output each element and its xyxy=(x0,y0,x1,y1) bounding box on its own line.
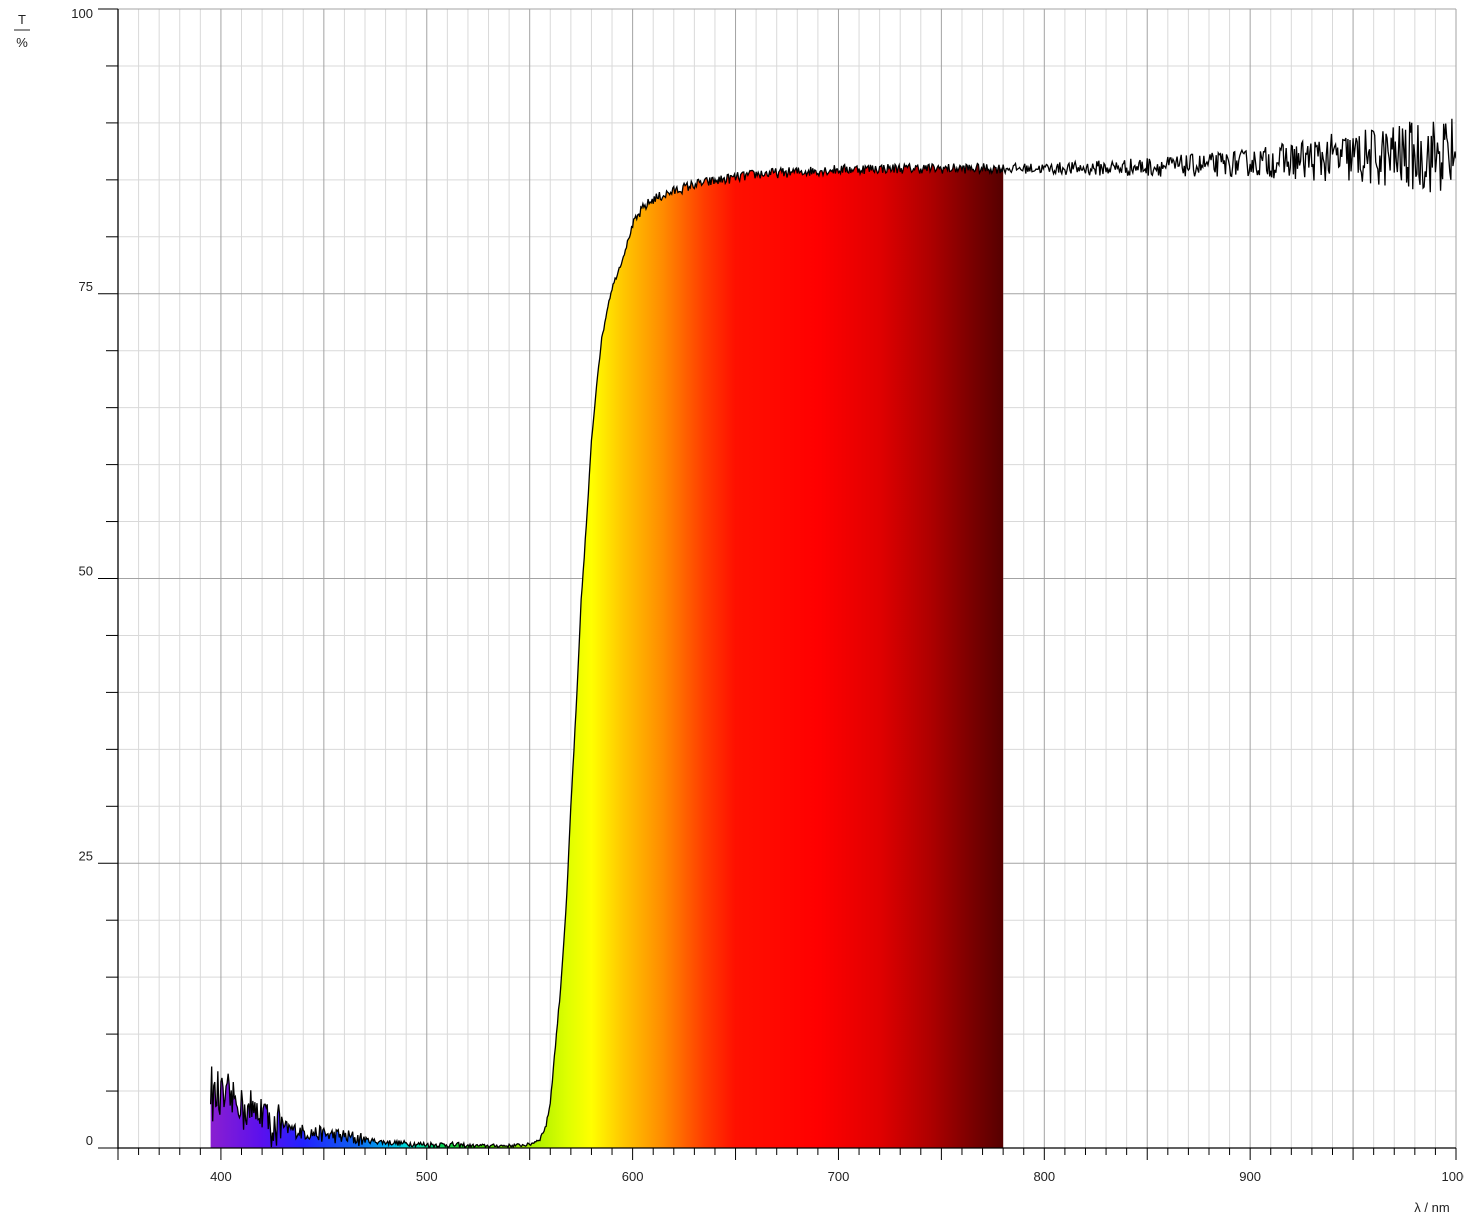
y-axis-ticks: 0 25 50 75 100 xyxy=(71,6,118,1149)
x-tick-label: 800 xyxy=(1033,1169,1055,1184)
y-axis-title-bottom: % xyxy=(16,35,28,50)
x-tick-label: 500 xyxy=(416,1169,438,1184)
y-tick-label: 100 xyxy=(71,6,93,21)
y-axis-title: T % xyxy=(14,12,30,50)
series-line-transmission xyxy=(209,118,1456,1148)
spectrum-color-fill xyxy=(210,163,1004,1148)
y-tick-label: 0 xyxy=(86,1133,93,1148)
x-axis-title: λ / nm xyxy=(1414,1200,1449,1215)
y-tick-label: 50 xyxy=(79,564,93,579)
y-tick-label: 75 xyxy=(79,279,93,294)
y-tick-label: 25 xyxy=(79,848,93,863)
y-axis-title-top: T xyxy=(18,12,26,27)
x-tick-label: 900 xyxy=(1239,1169,1261,1184)
x-tick-label: 600 xyxy=(622,1169,644,1184)
x-tick-label: 700 xyxy=(828,1169,850,1184)
x-tick-label: 400 xyxy=(210,1169,232,1184)
